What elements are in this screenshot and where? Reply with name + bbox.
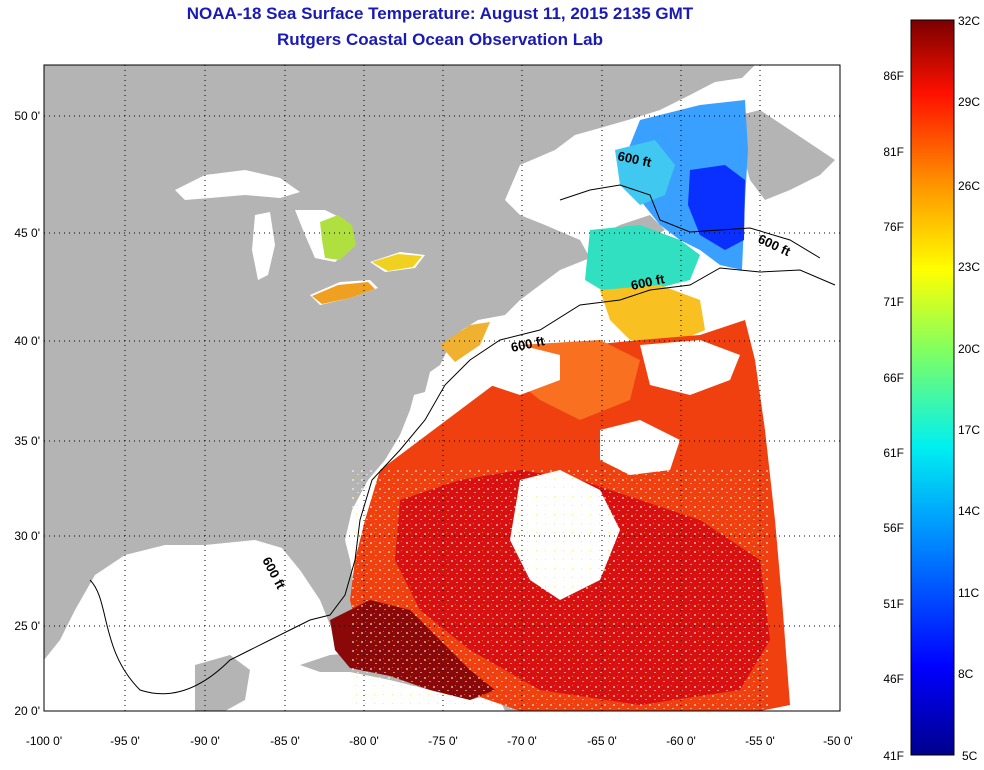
map-subtitle: Rutgers Coastal Ocean Observation Lab [277,30,603,49]
lat-label: 25 0' [14,619,40,633]
sst-lake-erie [312,282,375,304]
celsius-label: 29C [958,95,980,109]
colorbar-celsius-labels: 32C 29C 26C 23C 20C 17C 14C 11C 8C 5C [958,14,980,763]
lon-label: -55 0' [745,734,775,748]
celsius-label: 23C [958,260,980,274]
colorbar-fahrenheit-labels: 86F 81F 76F 71F 66F 61F 56F 51F 46F 41F [883,69,904,763]
lon-label: -75 0' [428,734,458,748]
sst-nj-coast [440,322,490,362]
lon-label: -95 0' [110,734,140,748]
north-america-land [44,65,755,660]
colorbar [910,19,955,756]
bathymetry-contour-north [559,184,821,259]
map-border [43,64,841,712]
fahrenheit-label: 46F [883,672,904,686]
celsius-label: 14C [958,504,980,518]
cloud-gap-2 [480,345,560,395]
sst-mid-atlantic [600,285,705,345]
lon-label: -90 0' [190,734,220,748]
celsius-label: 5C [962,749,978,763]
contour-label-georges-bank: 600 ft [630,271,667,293]
lon-label: -65 0' [587,734,617,748]
celsius-label: 17C [958,423,980,437]
sst-coldest-region [688,165,745,250]
lon-label: -80 0' [349,734,379,748]
celsius-label: 32C [958,14,980,28]
fahrenheit-label: 51F [883,597,904,611]
lat-label: 35 0' [14,434,40,448]
cloud-speckle [350,470,770,710]
fahrenheit-label: 71F [883,295,904,309]
contour-label-gulf-st-lawrence: 600 ft [616,148,653,170]
lat-label: 20 0' [14,704,40,718]
fahrenheit-label: 61F [883,446,904,460]
contour-label-mid-atlantic: 600 ft [510,333,547,355]
sst-lake-huron [320,215,356,260]
fahrenheit-label: 41F [883,749,904,763]
celsius-label: 20C [958,342,980,356]
fahrenheit-label: 86F [883,69,904,83]
bathymetry-contour-600ft [89,267,836,695]
celsius-label: 11C [958,586,979,600]
lon-label: -100 0' [26,734,62,748]
celsius-label: 8C [958,667,974,681]
lat-label: 50 0' [14,109,40,123]
lat-label: 45 0' [14,226,40,240]
lon-label: -60 0' [666,734,696,748]
cloud-gap-3 [640,340,740,395]
lon-label: -85 0' [270,734,300,748]
yucatan-land [195,655,250,711]
lon-label: -70 0' [507,734,537,748]
sst-lake-ontario [372,254,422,271]
cloud-gap-4 [600,420,680,475]
lake-michigan [252,212,275,280]
sst-gulf-of-maine [585,225,700,295]
lat-label: 30 0' [14,529,40,543]
fahrenheit-label: 56F [883,521,904,535]
newfoundland-land [740,110,835,200]
florida-land [282,540,355,640]
longitude-axis: -100 0' -95 0' -90 0' -85 0' -80 0' -75 … [26,734,853,748]
lon-label: -50 0' [823,734,853,748]
lat-label: 40 0' [14,334,40,348]
fahrenheit-label: 66F [883,371,904,385]
celsius-label: 26C [958,179,980,193]
map-title: NOAA-18 Sea Surface Temperature: August … [186,4,694,23]
fahrenheit-label: 76F [883,220,904,234]
latitude-axis: 50 0' 45 0' 40 0' 35 0' 30 0' 25 0' 20 0… [14,109,40,718]
lake-superior [175,170,300,200]
fahrenheit-label: 81F [883,145,904,159]
